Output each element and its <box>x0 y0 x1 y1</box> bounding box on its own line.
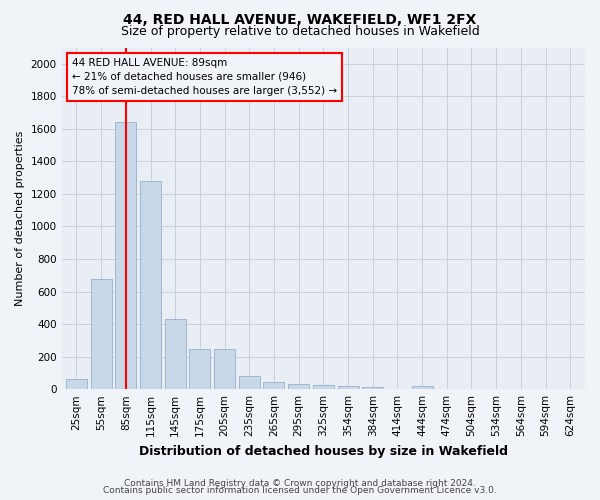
Text: 44, RED HALL AVENUE, WAKEFIELD, WF1 2FX: 44, RED HALL AVENUE, WAKEFIELD, WF1 2FX <box>124 12 476 26</box>
X-axis label: Distribution of detached houses by size in Wakefield: Distribution of detached houses by size … <box>139 444 508 458</box>
Bar <box>140 181 161 389</box>
Bar <box>263 382 284 389</box>
Text: 44 RED HALL AVENUE: 89sqm
← 21% of detached houses are smaller (946)
78% of semi: 44 RED HALL AVENUE: 89sqm ← 21% of detac… <box>72 58 337 96</box>
Text: Contains public sector information licensed under the Open Government Licence v3: Contains public sector information licen… <box>103 486 497 495</box>
Bar <box>362 387 383 389</box>
Bar <box>214 350 235 389</box>
Bar <box>239 376 260 389</box>
Bar <box>288 384 309 389</box>
Bar <box>66 380 87 389</box>
Bar <box>313 385 334 389</box>
Bar <box>115 122 136 389</box>
Y-axis label: Number of detached properties: Number of detached properties <box>15 130 25 306</box>
Bar <box>165 319 186 389</box>
Bar <box>190 350 211 389</box>
Text: Contains HM Land Registry data © Crown copyright and database right 2024.: Contains HM Land Registry data © Crown c… <box>124 478 476 488</box>
Bar <box>338 386 359 389</box>
Bar <box>91 278 112 389</box>
Bar <box>412 386 433 389</box>
Text: Size of property relative to detached houses in Wakefield: Size of property relative to detached ho… <box>121 25 479 38</box>
